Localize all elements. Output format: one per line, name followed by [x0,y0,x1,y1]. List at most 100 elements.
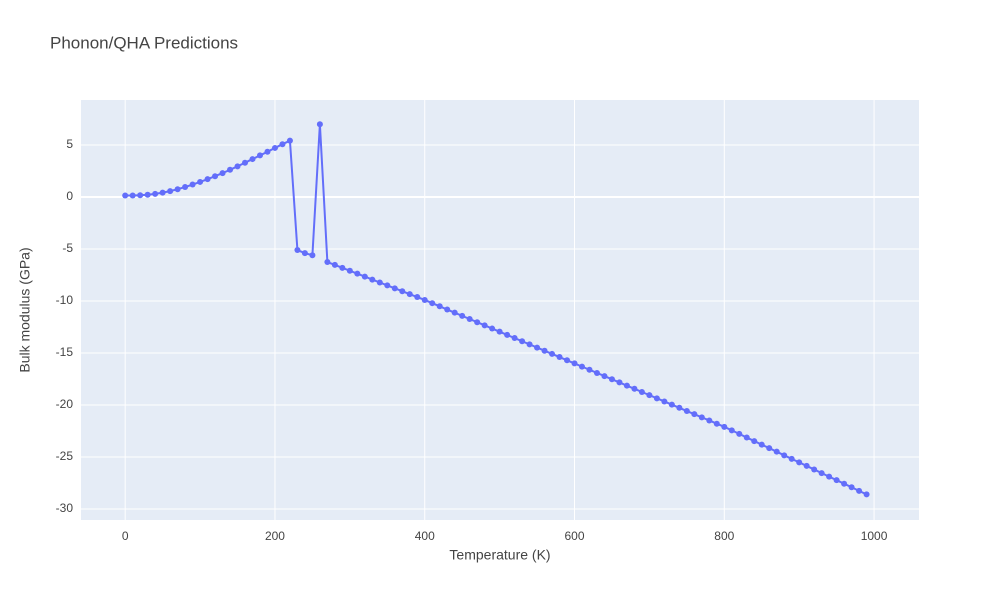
point [137,192,144,199]
point [721,423,728,430]
point [421,296,428,303]
point [406,291,413,298]
point [653,395,660,402]
point [489,325,496,332]
point [346,267,353,274]
y-tick-label: -10 [56,293,74,307]
point [586,366,593,373]
x-tick-label: 1000 [861,529,888,543]
x-tick-label: 400 [415,529,435,543]
point [324,259,331,266]
point [466,315,473,322]
point [796,459,803,466]
point [182,184,189,191]
point [623,382,630,389]
point [271,144,278,151]
point [743,434,750,441]
point [212,173,219,180]
y-tick-label: 0 [66,189,73,203]
point [256,152,263,159]
x-tick-label: 200 [265,529,285,543]
point [294,247,301,254]
point [638,388,645,395]
x-axis-title: Temperature (K) [449,547,550,563]
point [384,282,391,289]
point [683,408,690,415]
point [361,273,368,280]
point [451,309,458,316]
point [189,181,196,188]
point [444,306,451,313]
point [818,470,825,477]
point [197,178,204,185]
point [354,270,361,277]
series-line [125,124,868,496]
point [159,189,166,196]
point [249,156,256,163]
point [826,473,833,480]
point [841,480,848,487]
x-tick-label: 800 [714,529,734,543]
point [713,420,720,427]
y-tick-label: -25 [56,449,74,463]
point [339,264,346,271]
point [848,484,855,491]
point [376,279,383,286]
point [369,276,376,283]
point [556,354,563,361]
point [728,427,735,434]
y-tick-label: -5 [62,241,73,255]
point [773,448,780,455]
point [616,379,623,386]
point [631,385,638,392]
grid [81,100,919,520]
y-tick-label: -30 [56,501,74,515]
point [788,455,795,462]
point [279,141,286,148]
point [608,376,615,383]
point [646,392,653,399]
point [549,350,556,357]
point [511,335,518,342]
point [496,328,503,335]
point [429,300,436,307]
point [593,369,600,376]
point [234,163,241,170]
point [526,341,533,348]
point [661,398,668,405]
x-tick-label: 0 [122,529,129,543]
point [601,373,608,380]
point [219,170,226,177]
point [668,401,675,408]
point [803,462,810,469]
point [519,338,526,345]
point [766,445,773,452]
point [751,438,758,445]
point [856,487,863,494]
point [811,466,818,473]
point [863,491,870,498]
point [541,347,548,354]
point [167,188,174,195]
point [414,294,421,301]
point [286,137,293,144]
point [309,252,316,259]
point [152,190,159,197]
point [571,360,578,367]
y-tick-label: 5 [66,137,73,151]
point [781,452,788,459]
point [301,250,308,257]
point [481,322,488,329]
point [564,357,571,364]
point [399,288,406,295]
point [144,191,151,198]
point [129,192,136,199]
point [391,285,398,292]
point [474,319,481,326]
point [316,121,323,128]
y-tick-label: -15 [56,345,74,359]
point [227,166,234,173]
point [436,303,443,310]
point [706,417,713,424]
